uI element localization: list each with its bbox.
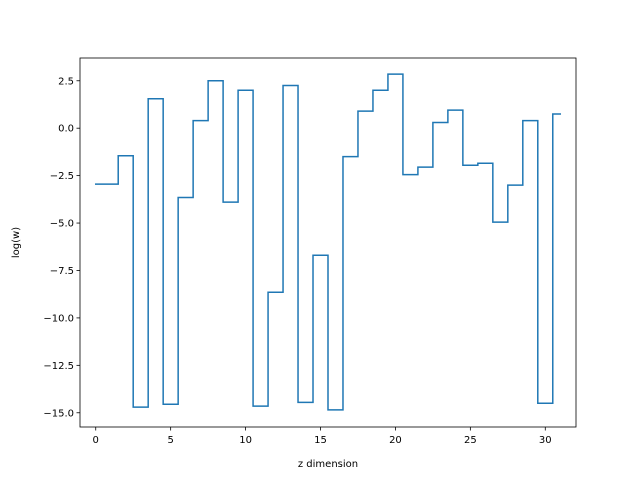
y-axis: 2.5 0.0 −2.5 −5.0 −7.5 −10.0 −12.5 −15.0 bbox=[43, 76, 80, 419]
data-point bbox=[288, 83, 293, 88]
data-point bbox=[198, 118, 203, 123]
data-point bbox=[483, 161, 488, 166]
data-point bbox=[333, 407, 338, 412]
data-point bbox=[213, 78, 218, 83]
data-point bbox=[183, 195, 188, 200]
data-point bbox=[438, 120, 443, 125]
plot-frame bbox=[79, 57, 577, 428]
x-axis: 0 5 10 15 20 25 30 bbox=[93, 427, 552, 446]
x-tick-label: 30 bbox=[539, 435, 552, 446]
data-point bbox=[93, 182, 98, 187]
x-tick-label: 5 bbox=[167, 435, 173, 446]
y-tick-label: −2.5 bbox=[50, 171, 74, 182]
x-tick-label: 15 bbox=[314, 435, 327, 446]
y-tick-label: −15.0 bbox=[43, 408, 74, 419]
data-point bbox=[408, 172, 413, 177]
data-point bbox=[168, 402, 173, 407]
data-point bbox=[498, 220, 503, 225]
data-point bbox=[258, 404, 263, 409]
y-tick-label: −7.5 bbox=[50, 266, 74, 277]
data-point bbox=[453, 108, 458, 113]
y-axis-title: log(w) bbox=[11, 227, 22, 258]
series-line bbox=[94, 73, 562, 411]
y-tick-label: 2.5 bbox=[58, 76, 74, 87]
y-tick-label: 0.0 bbox=[58, 124, 74, 135]
x-tick-label: 20 bbox=[389, 435, 402, 446]
data-point bbox=[243, 88, 248, 93]
data-point bbox=[123, 153, 128, 158]
x-tick-label: 0 bbox=[93, 435, 99, 446]
data-point bbox=[348, 154, 353, 159]
data-point bbox=[558, 111, 563, 116]
data-point bbox=[423, 165, 428, 170]
data-point bbox=[108, 182, 113, 187]
data-point bbox=[363, 109, 368, 114]
data-point bbox=[393, 72, 398, 77]
data-point bbox=[543, 401, 548, 406]
data-point bbox=[468, 163, 473, 168]
data-point bbox=[138, 405, 143, 410]
data-point bbox=[273, 290, 278, 295]
data-point bbox=[528, 118, 533, 123]
data-point bbox=[378, 88, 383, 93]
data-point bbox=[303, 400, 308, 405]
x-tick-label: 10 bbox=[239, 435, 252, 446]
x-tick-label: 25 bbox=[464, 435, 477, 446]
data-point bbox=[318, 253, 323, 258]
data-point bbox=[228, 200, 233, 205]
y-tick-label: −12.5 bbox=[43, 361, 74, 372]
data-point bbox=[513, 183, 518, 188]
x-axis-title: z dimension bbox=[298, 459, 358, 470]
data-point bbox=[153, 96, 158, 101]
y-tick-label: −5.0 bbox=[50, 219, 74, 230]
y-tick-label: −10.0 bbox=[43, 313, 74, 324]
series-layer bbox=[93, 72, 563, 412]
